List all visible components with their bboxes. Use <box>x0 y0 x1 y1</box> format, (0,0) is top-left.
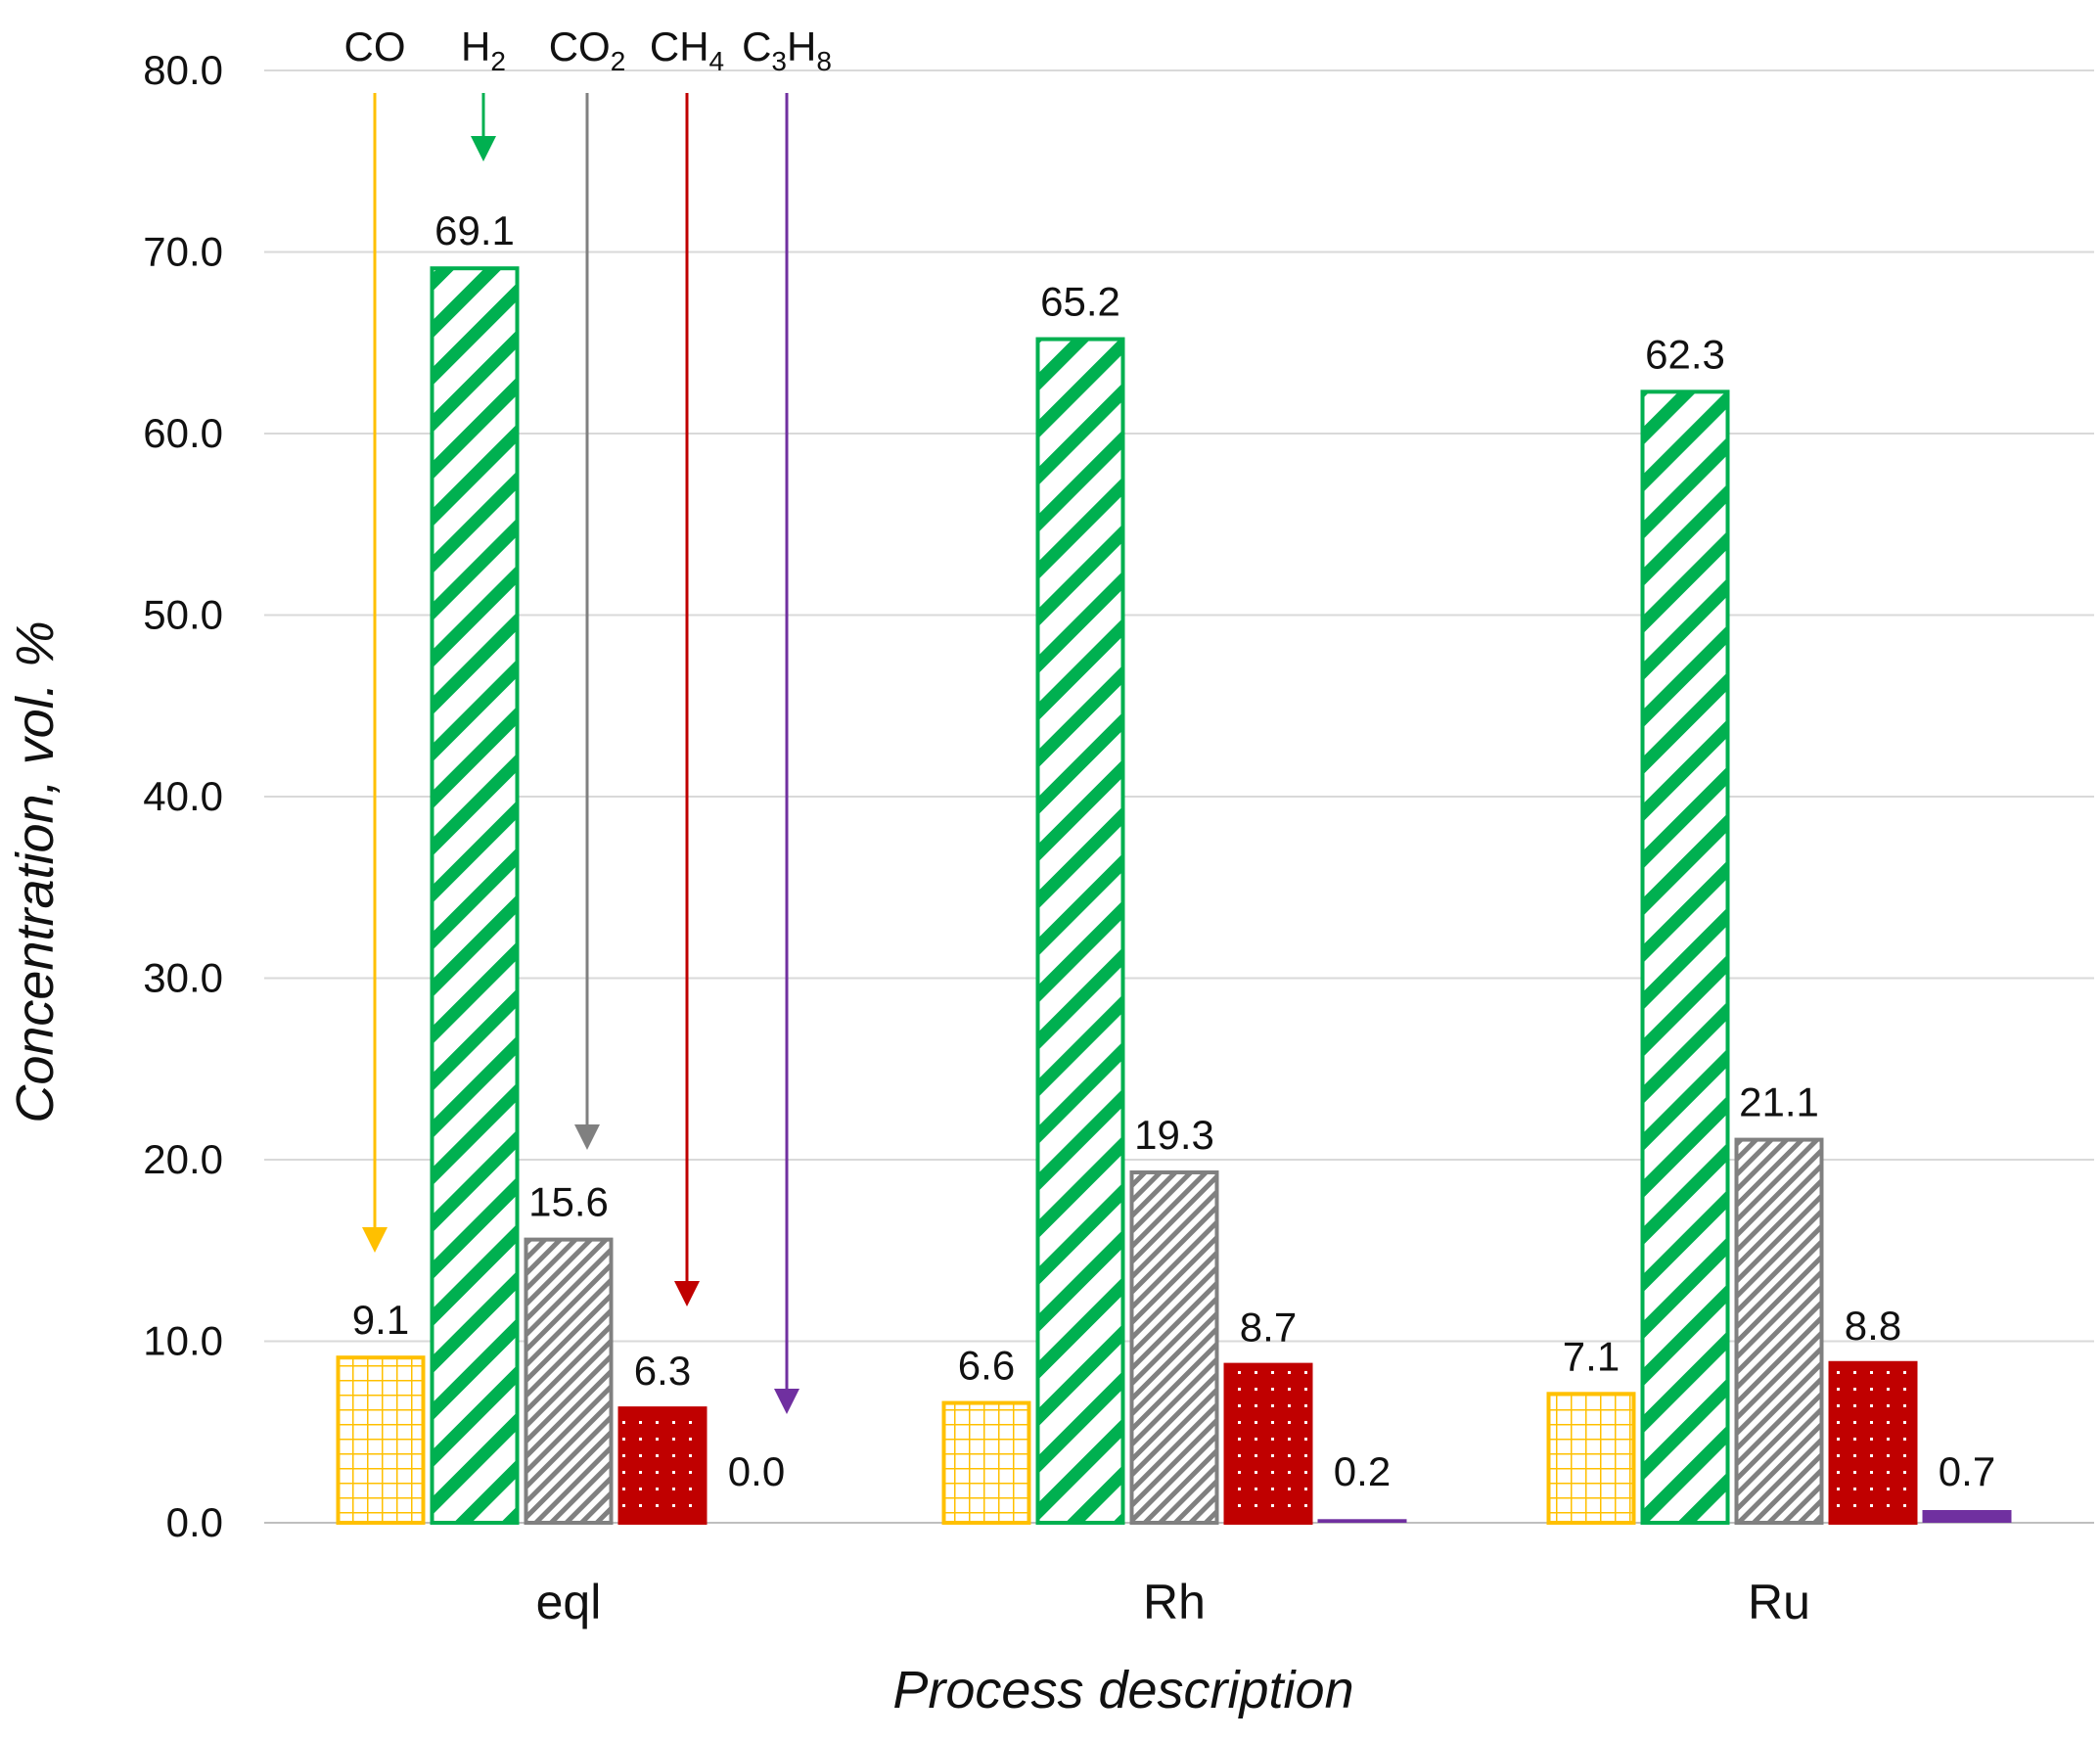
bar-CO-eql <box>336 1355 426 1525</box>
data-label-C3H8-Rh: 0.2 <box>1334 1448 1391 1494</box>
data-label-CH4-Ru: 8.8 <box>1845 1303 1901 1349</box>
series-label-text-H2: H2 <box>461 23 506 76</box>
bar-C3H8-Ru <box>1922 1510 2012 1523</box>
data-label-CO-Ru: 7.1 <box>1563 1333 1620 1379</box>
x-axis-categories: eql Rh Ru <box>536 1575 1810 1629</box>
data-label-H2-Ru: 62.3 <box>1645 331 1725 377</box>
data-label-C3H8-Ru: 0.7 <box>1939 1448 1995 1494</box>
bar-CO-Ru <box>1546 1392 1636 1526</box>
bar-CO2-eql <box>524 1237 614 1525</box>
y-axis-ticks: 0.0 10.0 20.0 30.0 40.0 50.0 60.0 70.0 80.0 <box>143 47 223 1545</box>
series-label-C3H8: C3H8 <box>742 23 832 1414</box>
category-label-Ru: Ru <box>1748 1575 1810 1629</box>
data-label-CO2-eql: 15.6 <box>528 1179 609 1225</box>
arrow-head-H2 <box>471 136 496 161</box>
bar-C3H8-Rh <box>1317 1519 1407 1523</box>
bar-CO-Rh <box>941 1400 1031 1525</box>
bar-H2-Rh <box>1035 337 1125 1525</box>
bar-CH4-Rh <box>1223 1362 1313 1525</box>
y-tick-label: 50.0 <box>143 592 223 638</box>
y-tick-label: 30.0 <box>143 955 223 1001</box>
data-label-CH4-eql: 6.3 <box>634 1348 691 1394</box>
bar-H2-Ru <box>1640 389 1730 1526</box>
category-label-Rh: Rh <box>1143 1575 1206 1629</box>
bar-CO2-Rh <box>1129 1169 1219 1525</box>
arrow-head-CO <box>362 1227 388 1253</box>
data-label-C3H8-eql: 0.0 <box>728 1448 785 1494</box>
y-tick-label: 10.0 <box>143 1318 223 1364</box>
arrow-head-CO2 <box>574 1124 600 1150</box>
y-tick-label: 40.0 <box>143 773 223 819</box>
x-axis-title: Process description <box>892 1661 1353 1719</box>
category-label-eql: eql <box>536 1575 602 1629</box>
bar-CH4-Ru <box>1828 1360 1918 1526</box>
series-label-CO2: CO2 <box>549 23 626 1150</box>
series-label-text-CO2: CO2 <box>549 23 626 76</box>
data-label-CH4-Rh: 8.7 <box>1240 1305 1297 1351</box>
y-tick-label: 80.0 <box>143 47 223 93</box>
data-label-CO2-Rh: 19.3 <box>1134 1112 1214 1158</box>
arrow-head-CH4 <box>674 1281 700 1306</box>
y-tick-label: 20.0 <box>143 1136 223 1182</box>
bars <box>336 266 2012 1526</box>
y-tick-label: 70.0 <box>143 229 223 275</box>
series-arrow-labels: CO H2 CO2 CH4 C3H8 <box>344 23 832 1414</box>
data-label-CO2-Ru: 21.1 <box>1739 1079 1819 1125</box>
bar-CO2-Ru <box>1734 1137 1824 1525</box>
data-label-H2-Rh: 65.2 <box>1040 279 1120 325</box>
series-label-H2: H2 <box>461 23 506 161</box>
series-label-CH4: CH4 <box>650 23 724 1306</box>
series-label-text-CO: CO <box>344 23 406 69</box>
data-labels: 9.1 69.1 15.6 6.3 0.0 6.6 65.2 19.3 8.7 0.2 7.1 62.… <box>352 207 1995 1494</box>
y-tick-label: 60.0 <box>143 410 223 456</box>
y-axis-title: Concentration, vol. % <box>6 620 65 1122</box>
arrow-head-C3H8 <box>774 1389 799 1414</box>
series-label-CO: CO <box>344 23 406 1253</box>
data-label-CO-Rh: 6.6 <box>958 1343 1015 1389</box>
data-label-CO-eql: 9.1 <box>352 1297 409 1343</box>
data-label-H2-eql: 69.1 <box>434 207 515 253</box>
bar-H2-eql <box>430 266 520 1526</box>
series-label-text-C3H8: C3H8 <box>742 23 832 76</box>
bar-CH4-eql <box>617 1406 708 1526</box>
series-label-text-CH4: CH4 <box>650 23 724 76</box>
y-tick-label: 0.0 <box>166 1499 223 1545</box>
